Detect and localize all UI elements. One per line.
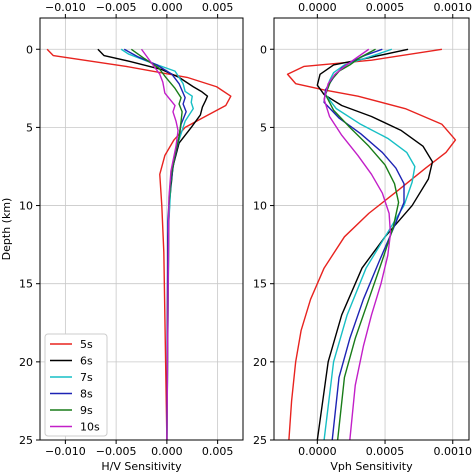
legend-label-5s: 5s: [80, 338, 93, 351]
hv-y-tick-label: 15: [19, 278, 33, 291]
hv-x-tick-label-top: −0.010: [45, 1, 86, 14]
vph-series-10s: [323, 48, 392, 440]
vph-x-tick-label-top: 0.0000: [298, 1, 337, 14]
hv-y-tick-label: 0: [26, 43, 33, 56]
hv-x-tick-label-bottom: 0.005: [202, 445, 234, 458]
hv-series-10s: [140, 48, 179, 440]
vph-series: [286, 48, 457, 440]
hv-sensitivity-panel: −0.010 −0.010 −0.005 −0.005 0.000 0.000 0.005 0…: [0, 1, 244, 473]
hv-y-tick-label: 25: [19, 434, 33, 447]
vph-x-tick-label-bottom: 0.0005: [366, 445, 405, 458]
vph-sensitivity-panel: 0.0000 0.0000 0.0005 0.0005 0.0010 0.0010 0 5 10…: [253, 1, 472, 473]
hv-y-tick-label: 10: [19, 200, 33, 213]
hv-ticks: −0.010 −0.010 −0.005 −0.005 0.000 0.000 0.005 0…: [19, 1, 233, 458]
depth-y-axis-label: Depth (km): [0, 198, 13, 261]
legend-label-8s: 8s: [80, 388, 93, 401]
legend-items: 5s 6s 7s 8s 9s 10s: [50, 338, 100, 434]
hv-series-5s: [46, 48, 232, 440]
vph-y-tick-label: 25: [253, 434, 267, 447]
hv-x-tick-label-bottom: −0.010: [45, 445, 86, 458]
vph-x-tick-label-bottom: 0.0000: [298, 445, 337, 458]
vph-y-tick-label: 10: [253, 200, 267, 213]
hv-series-7s: [120, 48, 194, 440]
hv-y-tick-label: 20: [19, 356, 33, 369]
vph-series-6s: [316, 48, 434, 440]
vph-x-tick-label-bottom: 0.0010: [434, 445, 473, 458]
vph-x-tick-label-top: 0.0005: [366, 1, 405, 14]
hv-series-8s: [123, 48, 187, 440]
vph-y-tick-label: 20: [253, 356, 267, 369]
hv-series-9s: [130, 48, 183, 440]
hv-x-tick-label-top: 0.005: [202, 1, 234, 14]
vph-y-tick-label: 15: [253, 278, 267, 291]
vph-series-7s: [323, 48, 416, 440]
vph-ticks: 0.0000 0.0000 0.0005 0.0005 0.0010 0.0010 0 5 10…: [253, 1, 472, 458]
hv-y-tick-label: 5: [26, 121, 33, 134]
hv-plot-frame: [39, 17, 244, 441]
legend: 5s 6s 7s 8s 9s 10s: [44, 333, 108, 437]
legend-label-6s: 6s: [80, 355, 93, 368]
legend-label-10s: 10s: [80, 421, 100, 434]
vph-y-tick-label: 5: [260, 121, 267, 134]
vph-series-5s: [286, 48, 457, 440]
hv-x-axis-label: H/V Sensitivity: [101, 460, 182, 473]
vph-plot-frame: [273, 17, 470, 441]
hv-series: [46, 48, 232, 440]
vph-grid: [274, 18, 469, 441]
legend-label-9s: 9s: [80, 404, 93, 417]
hv-x-tick-label-top: −0.005: [96, 1, 137, 14]
vph-y-tick-label: 0: [260, 43, 267, 56]
vph-x-axis-label: Vph Sensitivity: [330, 460, 413, 473]
vph-x-tick-label-top: 0.0010: [434, 1, 473, 14]
hv-series-6s: [97, 48, 209, 440]
hv-x-tick-label-bottom: 0.000: [151, 445, 183, 458]
hv-x-tick-label-top: 0.000: [151, 1, 183, 14]
hv-x-tick-label-bottom: −0.005: [96, 445, 137, 458]
legend-label-7s: 7s: [80, 371, 93, 384]
